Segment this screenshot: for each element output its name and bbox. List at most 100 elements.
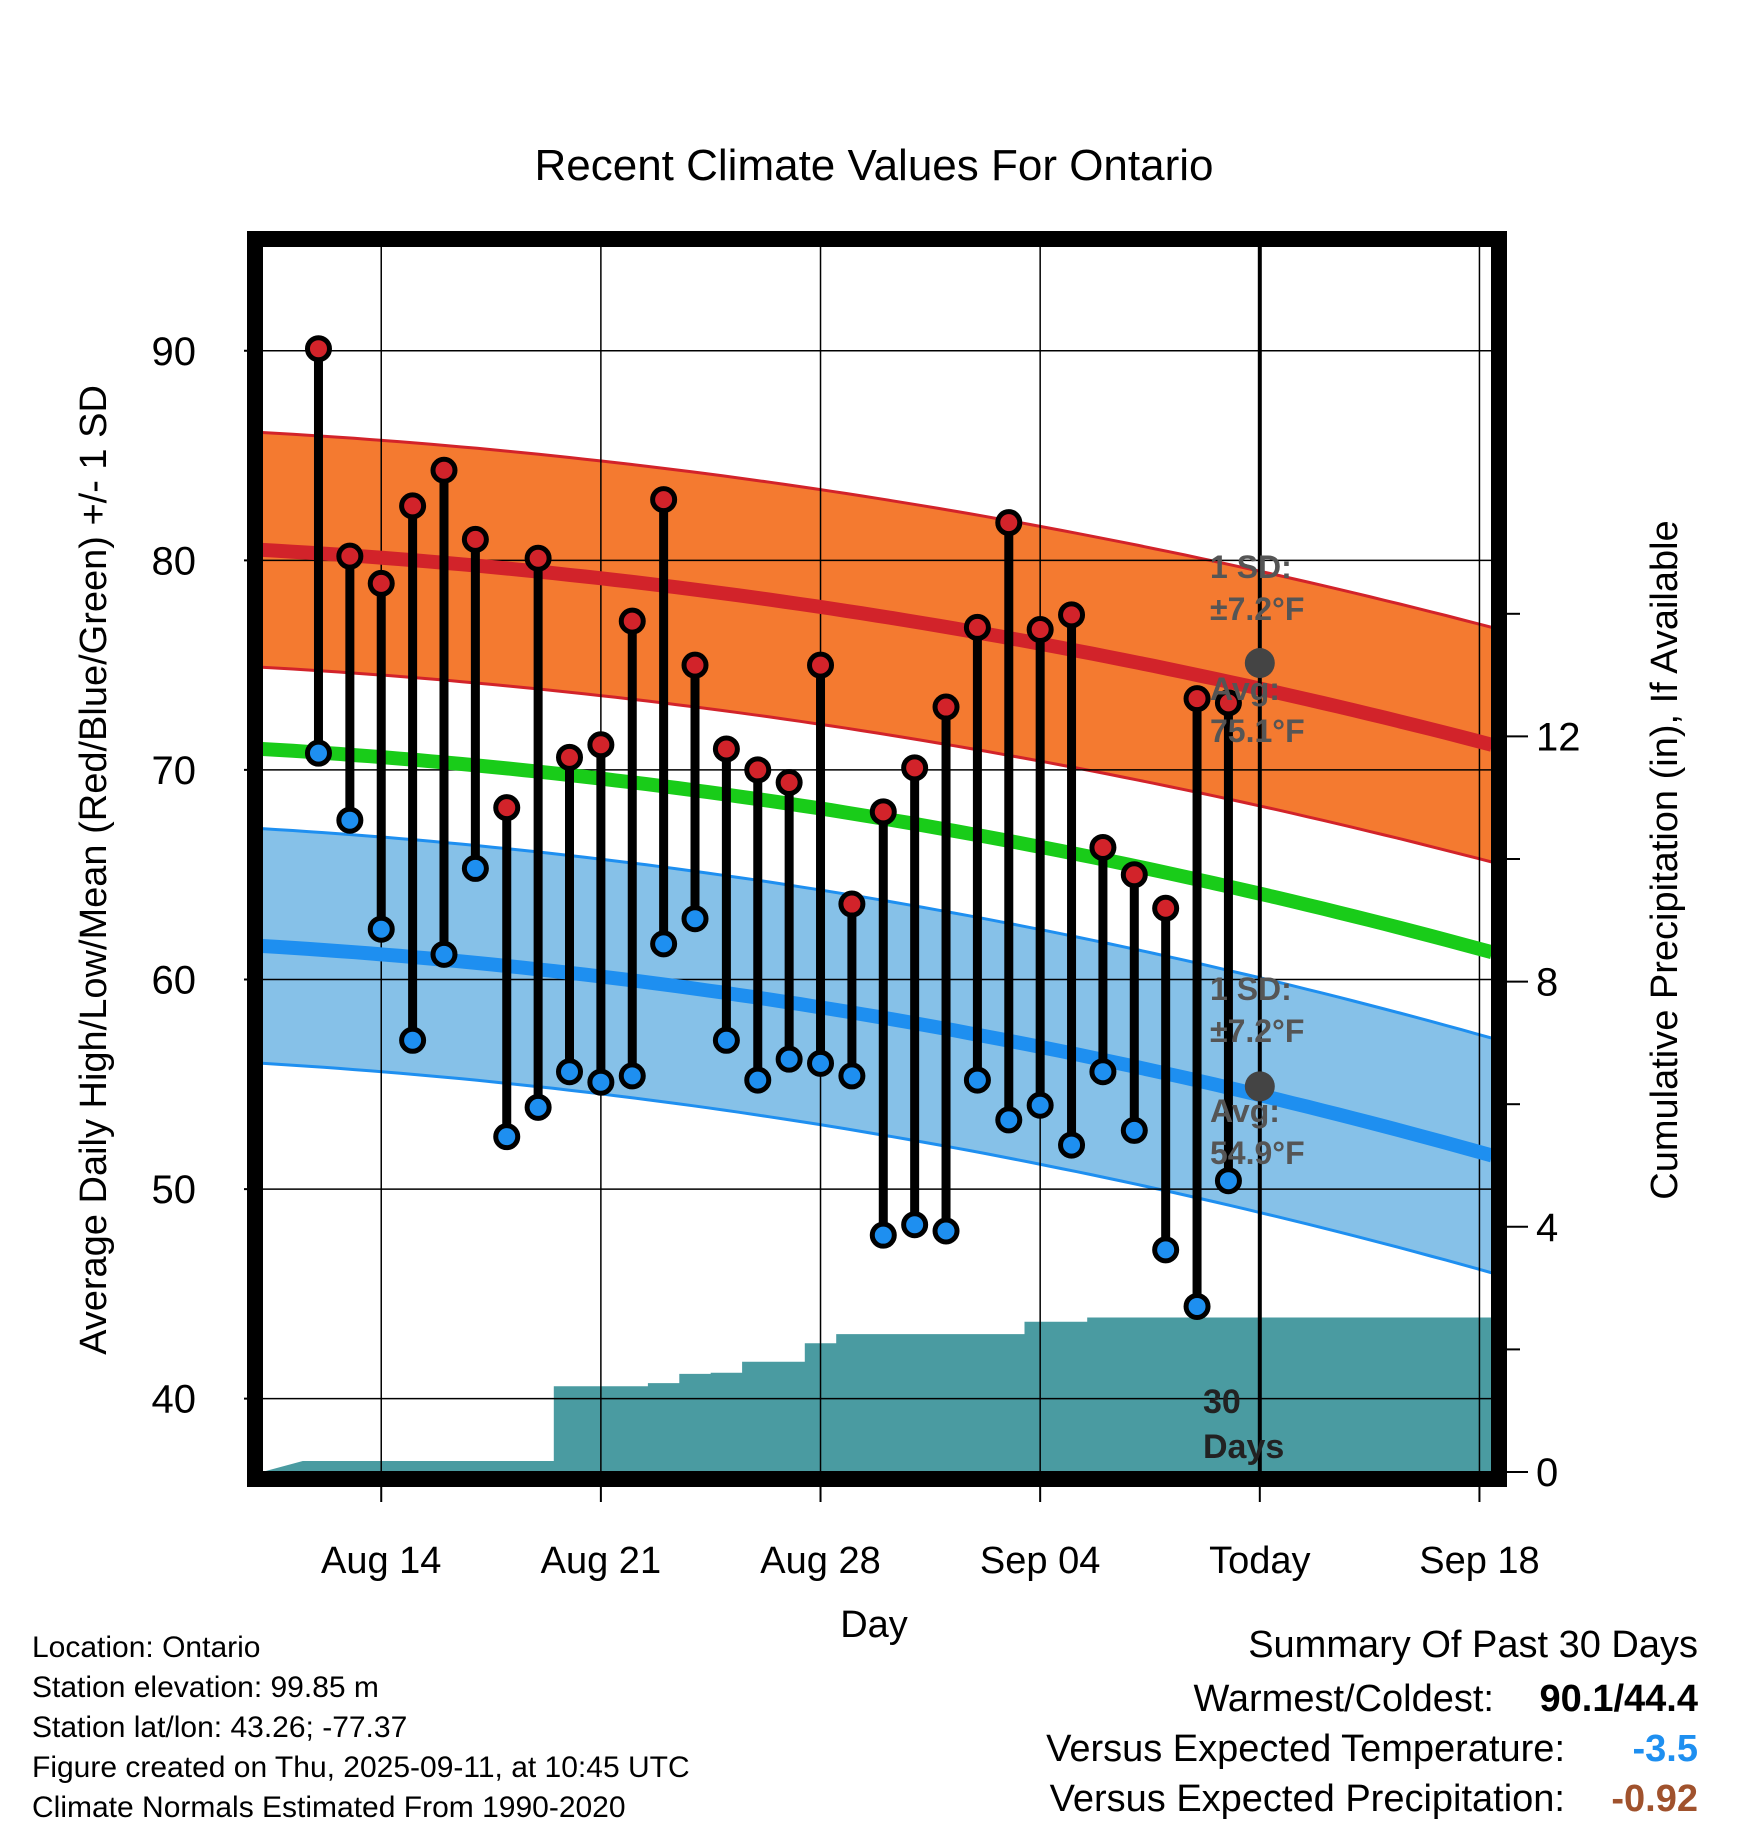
daily-high-point: [618, 607, 646, 635]
daily-low-point: [587, 1068, 615, 1096]
low-sd-band-upper-edge: [262, 827, 1492, 1040]
daily-high-point: [650, 486, 678, 514]
precipitation-area: [262, 1317, 1492, 1472]
daily-low-point: [1152, 1236, 1180, 1264]
daily-high-point: [430, 456, 458, 484]
y2-tick-label: 12: [1536, 715, 1581, 759]
daily-low-point: [1183, 1292, 1211, 1320]
y-tick-label: 40: [152, 1378, 197, 1422]
daily-points: [304, 335, 1242, 1320]
daily-high-point: [336, 542, 364, 570]
daily-high-point: [712, 735, 740, 763]
daily-low-point: [399, 1026, 427, 1054]
summary-temp-label: Versus Expected Temperature:: [1046, 1728, 1565, 1770]
daily-high-point: [493, 794, 521, 822]
daily-high-point: [744, 756, 772, 784]
daily-low-point: [1214, 1167, 1242, 1195]
daily-low-point: [304, 739, 332, 767]
daily-high-point: [1120, 861, 1148, 889]
daily-high-point: [1058, 601, 1086, 629]
daily-high-point: [901, 754, 929, 782]
footer-location: Location: Ontario: [32, 1631, 260, 1664]
high-sd-band-lower-edge: [262, 665, 1492, 864]
daily-low-point: [963, 1066, 991, 1094]
high-sd-label: 1 SD:: [1210, 549, 1292, 585]
summary-temp-value: -3.5: [1633, 1728, 1698, 1770]
x-tick-label: Aug 14: [321, 1540, 441, 1582]
y2-tick-label: 8: [1536, 961, 1558, 1005]
daily-low-point: [1058, 1131, 1086, 1159]
daily-high-point: [1026, 616, 1054, 644]
daily-high-point: [681, 651, 709, 679]
today-high-marker: [1244, 648, 1275, 679]
summary-panel: Summary Of Past 30 Days Warmest/Coldest:…: [1046, 1624, 1698, 1820]
normal-low-line: [262, 939, 1492, 1163]
today-line: [1244, 246, 1275, 1472]
footer-latlon: Station lat/lon: 43.26; -77.37: [32, 1711, 407, 1744]
x-axis-label: Day: [840, 1604, 908, 1646]
daily-high-point: [524, 544, 552, 572]
high-avg-label: Avg:: [1210, 671, 1280, 707]
daily-low-point: [461, 854, 489, 882]
x-tick-label: Today: [1209, 1540, 1310, 1582]
y-tick-label: 50: [152, 1168, 197, 1212]
footer-created: Figure created on Thu, 2025-09-11, at 10…: [32, 1751, 690, 1784]
daily-high-point: [304, 335, 332, 363]
daily-high-point: [775, 769, 803, 797]
daily-range-stems: [313, 348, 1233, 1307]
x-tick-label: Aug 28: [760, 1540, 880, 1582]
precip-days-word: Days: [1203, 1428, 1284, 1466]
x-tick-label: Sep 18: [1419, 1540, 1539, 1582]
daily-low-point: [650, 930, 678, 958]
daily-low-point: [901, 1211, 929, 1239]
plot-frame: [247, 231, 1507, 1487]
chart-title: Recent Climate Values For Ontario: [534, 141, 1213, 190]
low-avg-label: Avg:: [1210, 1093, 1280, 1129]
normal-high-line: [262, 542, 1492, 752]
daily-low-point: [712, 1026, 740, 1054]
daily-low-point: [869, 1221, 897, 1249]
daily-low-point: [932, 1217, 960, 1245]
daily-high-point: [1214, 689, 1242, 717]
today-low-marker: [1244, 1071, 1275, 1102]
axes: 40 50 60 70 80 90 0 4 8 12 Aug 14 Aug 21 Aug 28 Sep 0…: [152, 245, 1581, 1582]
summary-warmest-coldest-label: Warmest/Coldest:: [1193, 1678, 1494, 1720]
daily-low-point: [493, 1123, 521, 1151]
high-avg-value: 75.1°F: [1210, 713, 1305, 749]
daily-high-point: [932, 693, 960, 721]
x-tick-label: Sep 04: [980, 1540, 1100, 1582]
summary-warmest-coldest-value: 90.1/44.4: [1540, 1678, 1698, 1720]
y2-axis-label: Cumulative Precipitation (in), If Availa…: [1644, 520, 1686, 1199]
low-sd-value: ±7.2°F: [1210, 1013, 1304, 1049]
daily-low-point: [618, 1062, 646, 1090]
low-avg-value: 54.9°F: [1210, 1135, 1305, 1171]
summary-precip-value: -0.92: [1611, 1778, 1698, 1820]
daily-high-point: [1089, 833, 1117, 861]
daily-high-point: [367, 569, 395, 597]
daily-high-point: [1152, 894, 1180, 922]
daily-low-point: [807, 1049, 835, 1077]
daily-low-point: [838, 1062, 866, 1090]
daily-low-point: [367, 915, 395, 943]
daily-low-point: [430, 940, 458, 968]
y-axis-label: Average Daily High/Low/Mean (Red/Blue/Gr…: [73, 385, 115, 1355]
daily-low-point: [1120, 1116, 1148, 1144]
high-sd-band-upper-edge: [262, 431, 1492, 629]
daily-high-point: [399, 492, 427, 520]
daily-high-point: [587, 731, 615, 759]
summary-precip-label: Versus Expected Precipitation:: [1050, 1778, 1565, 1820]
daily-low-point: [1089, 1058, 1117, 1086]
daily-high-point: [1183, 685, 1211, 713]
y2-tick-label: 0: [1536, 1451, 1558, 1495]
summary-title: Summary Of Past 30 Days: [1248, 1624, 1698, 1666]
low-sd-label: 1 SD:: [1210, 971, 1292, 1007]
daily-low-point: [995, 1106, 1023, 1134]
y-tick-label: 90: [152, 330, 197, 374]
daily-low-point: [524, 1093, 552, 1121]
daily-low-point: [775, 1045, 803, 1073]
daily-high-point: [807, 651, 835, 679]
footer-normals: Climate Normals Estimated From 1990-2020: [32, 1791, 626, 1824]
daily-low-point: [681, 905, 709, 933]
daily-high-point: [556, 743, 583, 771]
